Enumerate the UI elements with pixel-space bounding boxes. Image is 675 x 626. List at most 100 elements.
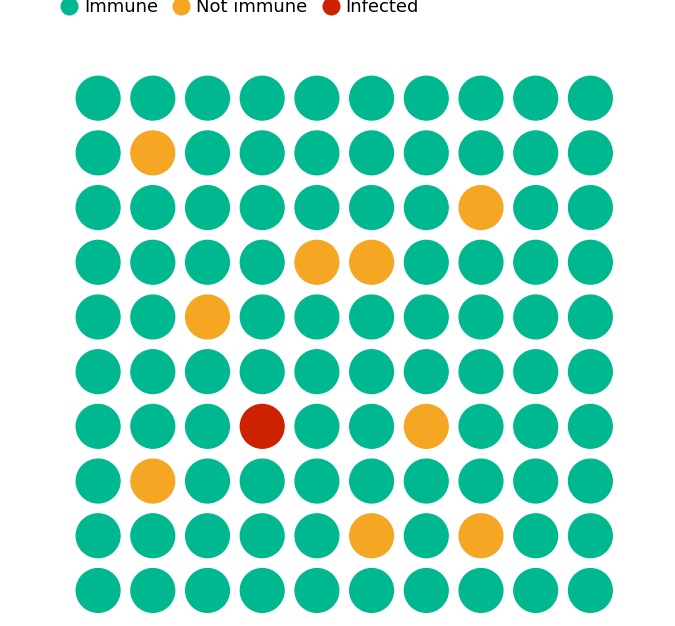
Circle shape bbox=[295, 514, 339, 558]
Circle shape bbox=[514, 404, 558, 448]
Circle shape bbox=[459, 186, 503, 230]
Circle shape bbox=[76, 350, 120, 394]
Circle shape bbox=[76, 131, 120, 175]
Circle shape bbox=[295, 131, 339, 175]
Circle shape bbox=[131, 295, 175, 339]
Circle shape bbox=[131, 459, 175, 503]
Circle shape bbox=[295, 404, 339, 448]
Circle shape bbox=[459, 404, 503, 448]
Circle shape bbox=[131, 568, 175, 612]
Circle shape bbox=[350, 514, 394, 558]
Circle shape bbox=[350, 350, 394, 394]
Circle shape bbox=[568, 186, 612, 230]
Circle shape bbox=[350, 459, 394, 503]
Circle shape bbox=[131, 76, 175, 120]
Circle shape bbox=[240, 568, 284, 612]
Circle shape bbox=[186, 186, 230, 230]
Circle shape bbox=[131, 404, 175, 448]
Legend: Immune, Not immune, Infected: Immune, Not immune, Infected bbox=[60, 0, 418, 16]
Circle shape bbox=[459, 76, 503, 120]
Circle shape bbox=[404, 459, 448, 503]
Circle shape bbox=[240, 514, 284, 558]
Circle shape bbox=[514, 350, 558, 394]
Circle shape bbox=[514, 186, 558, 230]
Circle shape bbox=[131, 514, 175, 558]
Circle shape bbox=[568, 76, 612, 120]
Circle shape bbox=[131, 240, 175, 284]
Circle shape bbox=[514, 568, 558, 612]
Circle shape bbox=[76, 186, 120, 230]
Circle shape bbox=[240, 350, 284, 394]
Circle shape bbox=[186, 568, 230, 612]
Circle shape bbox=[514, 131, 558, 175]
Circle shape bbox=[186, 350, 230, 394]
Circle shape bbox=[295, 459, 339, 503]
Circle shape bbox=[131, 186, 175, 230]
Circle shape bbox=[404, 186, 448, 230]
Circle shape bbox=[350, 240, 394, 284]
Circle shape bbox=[404, 131, 448, 175]
Circle shape bbox=[350, 186, 394, 230]
Circle shape bbox=[186, 404, 230, 448]
Circle shape bbox=[459, 131, 503, 175]
Circle shape bbox=[131, 131, 175, 175]
Circle shape bbox=[404, 240, 448, 284]
Circle shape bbox=[459, 295, 503, 339]
Circle shape bbox=[240, 240, 284, 284]
Circle shape bbox=[186, 295, 230, 339]
Circle shape bbox=[186, 459, 230, 503]
Circle shape bbox=[295, 568, 339, 612]
Circle shape bbox=[240, 186, 284, 230]
Circle shape bbox=[295, 350, 339, 394]
Circle shape bbox=[76, 404, 120, 448]
Circle shape bbox=[295, 76, 339, 120]
Circle shape bbox=[459, 514, 503, 558]
Circle shape bbox=[76, 76, 120, 120]
Circle shape bbox=[240, 295, 284, 339]
Circle shape bbox=[514, 514, 558, 558]
Circle shape bbox=[240, 404, 284, 448]
Circle shape bbox=[295, 186, 339, 230]
Circle shape bbox=[76, 240, 120, 284]
Circle shape bbox=[186, 131, 230, 175]
Circle shape bbox=[568, 295, 612, 339]
Circle shape bbox=[240, 131, 284, 175]
Circle shape bbox=[186, 76, 230, 120]
Circle shape bbox=[240, 76, 284, 120]
Circle shape bbox=[514, 76, 558, 120]
Circle shape bbox=[459, 350, 503, 394]
Circle shape bbox=[76, 295, 120, 339]
Circle shape bbox=[568, 350, 612, 394]
Circle shape bbox=[186, 514, 230, 558]
Circle shape bbox=[568, 404, 612, 448]
Circle shape bbox=[404, 404, 448, 448]
Circle shape bbox=[404, 295, 448, 339]
Circle shape bbox=[404, 568, 448, 612]
Circle shape bbox=[76, 459, 120, 503]
Circle shape bbox=[295, 295, 339, 339]
Circle shape bbox=[459, 459, 503, 503]
Circle shape bbox=[404, 350, 448, 394]
Circle shape bbox=[568, 514, 612, 558]
Circle shape bbox=[514, 240, 558, 284]
Circle shape bbox=[568, 131, 612, 175]
Circle shape bbox=[350, 568, 394, 612]
Circle shape bbox=[186, 240, 230, 284]
Circle shape bbox=[350, 295, 394, 339]
Circle shape bbox=[350, 131, 394, 175]
Circle shape bbox=[240, 459, 284, 503]
Circle shape bbox=[76, 568, 120, 612]
Circle shape bbox=[568, 568, 612, 612]
Circle shape bbox=[459, 240, 503, 284]
Circle shape bbox=[514, 459, 558, 503]
Circle shape bbox=[514, 295, 558, 339]
Circle shape bbox=[404, 76, 448, 120]
Circle shape bbox=[568, 240, 612, 284]
Circle shape bbox=[568, 459, 612, 503]
Circle shape bbox=[131, 350, 175, 394]
Circle shape bbox=[404, 514, 448, 558]
Circle shape bbox=[350, 404, 394, 448]
Circle shape bbox=[350, 76, 394, 120]
Circle shape bbox=[295, 240, 339, 284]
Circle shape bbox=[76, 514, 120, 558]
